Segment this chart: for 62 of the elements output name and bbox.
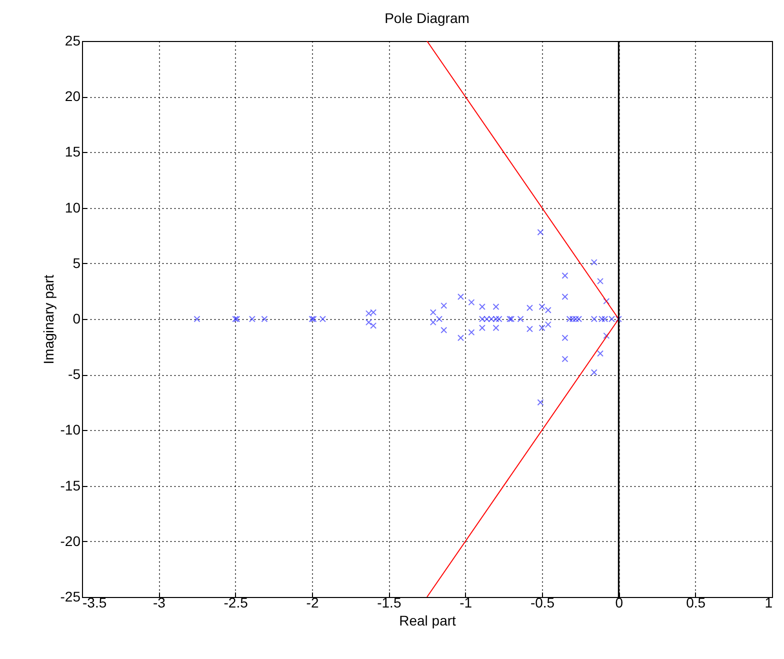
point bbox=[517, 316, 524, 322]
point bbox=[526, 326, 533, 332]
x-tick-label: -3.5 bbox=[82, 594, 107, 610]
y-tick-label: -5 bbox=[68, 366, 81, 382]
y-tick-label: 0 bbox=[72, 310, 81, 326]
point bbox=[538, 324, 546, 332]
point bbox=[468, 329, 475, 336]
point bbox=[430, 319, 436, 326]
x-tick-label: -1.5 bbox=[377, 594, 402, 610]
point bbox=[478, 324, 486, 332]
chart-title: Pole Diagram bbox=[384, 10, 470, 26]
x-tick-label: 1 bbox=[764, 594, 773, 610]
point bbox=[537, 229, 544, 236]
point bbox=[478, 304, 486, 310]
point bbox=[562, 272, 568, 279]
point bbox=[430, 309, 436, 316]
point bbox=[492, 304, 500, 310]
x-tick-label: -3 bbox=[152, 594, 166, 610]
x-tick-label: 0 bbox=[615, 594, 624, 610]
point bbox=[365, 319, 372, 326]
x-tick-label: -0.5 bbox=[530, 594, 555, 610]
y-tick-label: 10 bbox=[64, 199, 81, 216]
point bbox=[468, 299, 475, 306]
y-tick-label: 5 bbox=[72, 254, 81, 271]
x-axis-title: Real part bbox=[399, 612, 456, 628]
x-tick-label: -1 bbox=[460, 594, 472, 610]
point bbox=[440, 326, 448, 334]
y-tick-label: -20 bbox=[60, 532, 81, 549]
point bbox=[319, 316, 326, 322]
point bbox=[590, 369, 598, 376]
point bbox=[538, 304, 546, 310]
point bbox=[544, 321, 552, 328]
x-tick-label: 0.5 bbox=[686, 594, 706, 610]
point bbox=[261, 316, 268, 322]
point bbox=[537, 399, 544, 406]
point bbox=[370, 322, 377, 329]
y-tick-label: -15 bbox=[60, 477, 81, 494]
point bbox=[562, 294, 568, 300]
point bbox=[492, 324, 500, 332]
point bbox=[562, 356, 568, 362]
point bbox=[603, 298, 610, 304]
point bbox=[436, 316, 443, 322]
point bbox=[248, 316, 256, 322]
x-tick-label: -2 bbox=[306, 594, 319, 610]
y-tick-label: -25 bbox=[60, 588, 81, 604]
y-tick-label: 15 bbox=[64, 144, 81, 160]
point bbox=[457, 294, 464, 300]
point bbox=[526, 304, 533, 312]
point bbox=[440, 302, 448, 309]
point bbox=[590, 259, 598, 266]
x-tick-label: -2.5 bbox=[224, 594, 248, 610]
point bbox=[597, 350, 604, 357]
point bbox=[603, 332, 610, 339]
y-tick-label: 20 bbox=[64, 88, 81, 104]
point bbox=[457, 334, 464, 342]
y-tick-label: -10 bbox=[60, 422, 81, 438]
point bbox=[544, 306, 552, 314]
point bbox=[597, 278, 604, 284]
y-axis-title: Imaginary part bbox=[40, 274, 56, 364]
point bbox=[562, 334, 568, 342]
point bbox=[194, 316, 200, 322]
y-tick-label: 25 bbox=[64, 32, 81, 48]
